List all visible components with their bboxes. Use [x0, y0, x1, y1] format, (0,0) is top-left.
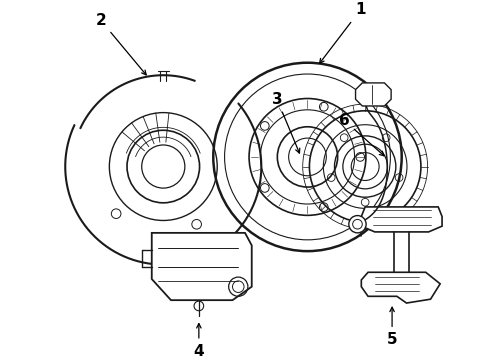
Polygon shape — [356, 83, 391, 106]
Text: 5: 5 — [387, 307, 397, 347]
Text: 2: 2 — [96, 13, 146, 75]
Text: 4: 4 — [194, 324, 204, 359]
Text: 6: 6 — [339, 113, 384, 156]
Polygon shape — [361, 272, 440, 303]
Polygon shape — [152, 233, 252, 300]
Text: 3: 3 — [271, 92, 300, 153]
Polygon shape — [361, 207, 442, 232]
Circle shape — [349, 216, 366, 233]
Text: 1: 1 — [319, 3, 366, 63]
Circle shape — [213, 63, 402, 251]
